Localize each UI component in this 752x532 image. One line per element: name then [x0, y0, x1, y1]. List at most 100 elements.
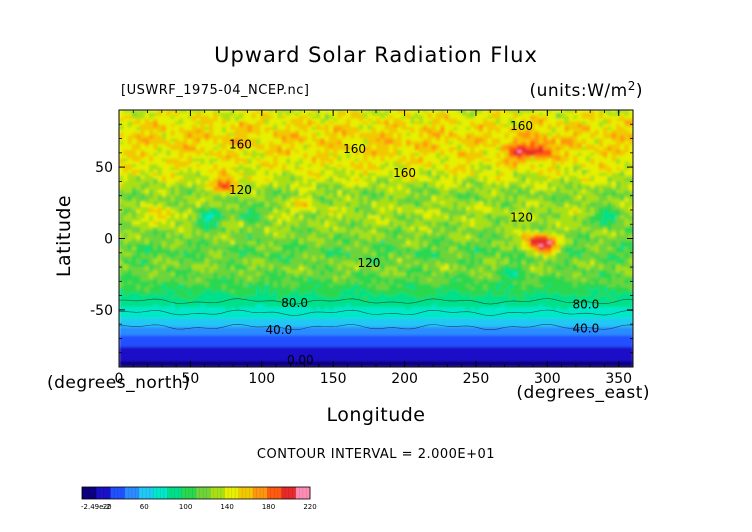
heatmap-cell: [307, 121, 313, 125]
heatmap-cell: [354, 141, 360, 145]
heatmap-cell: [495, 118, 501, 123]
heatmap-cell: [388, 215, 394, 220]
heatmap-cell: [281, 175, 287, 180]
heatmap-cell: [405, 169, 411, 174]
heatmap-cell: [260, 201, 266, 205]
heatmap-cell: [410, 132, 416, 137]
heatmap-cell: [603, 115, 608, 120]
heatmap-cell: [243, 129, 249, 134]
heatmap-cell: [178, 195, 184, 200]
heatmap-cell: [543, 158, 548, 162]
heatmap-cell: [581, 129, 587, 134]
heatmap-cell: [247, 175, 253, 180]
heatmap-cell: [543, 178, 548, 182]
heatmap-cell: [204, 129, 210, 134]
heatmap-cell: [414, 161, 420, 165]
heatmap-cell: [307, 167, 313, 171]
heatmap-cell: [551, 138, 557, 143]
heatmap-cell: [157, 198, 163, 202]
heatmap-cell: [393, 147, 399, 151]
heatmap-cell: [585, 209, 591, 214]
heatmap-cell: [547, 204, 553, 208]
heatmap-cell: [487, 124, 493, 128]
heatmap-cell: [590, 207, 596, 211]
heatmap-cell: [620, 215, 626, 220]
heatmap-cell: [251, 124, 257, 128]
heatmap-cell: [457, 135, 463, 140]
heatmap-cell: [341, 178, 347, 182]
heatmap-cell: [153, 164, 159, 168]
heatmap-cell: [581, 115, 587, 120]
heatmap-cell: [585, 135, 591, 140]
heatmap-cell: [183, 158, 189, 162]
heatmap-cell: [200, 201, 206, 205]
heatmap-cell: [316, 110, 321, 114]
heatmap-cell: [226, 158, 231, 162]
heatmap-cell: [226, 149, 231, 154]
heatmap-cell: [230, 132, 236, 137]
heatmap-cell: [491, 155, 497, 160]
heatmap-cell: [581, 112, 587, 117]
heatmap-cell: [358, 195, 364, 200]
heatmap-cell: [260, 209, 266, 214]
heatmap-cell: [161, 178, 167, 182]
heatmap-cell: [551, 169, 557, 174]
heatmap-cell: [590, 209, 596, 214]
heatmap-cell: [461, 218, 467, 222]
heatmap-cell: [234, 124, 240, 128]
heatmap-cell: [560, 152, 566, 157]
heatmap-cell: [534, 209, 540, 214]
heatmap-cell: [530, 172, 536, 177]
heatmap-cell: [560, 198, 566, 202]
heatmap-cell: [363, 121, 369, 125]
heatmap-cell: [273, 127, 279, 131]
heatmap-cell: [286, 187, 291, 191]
heatmap-cell: [423, 218, 428, 222]
heatmap-cell: [127, 152, 133, 157]
heatmap-cell: [598, 181, 604, 185]
heatmap-cell: [410, 195, 416, 200]
heatmap-cell: [568, 110, 574, 114]
heatmap-cell: [277, 118, 283, 123]
heatmap-cell: [401, 181, 407, 185]
heatmap-cell: [568, 178, 574, 182]
heatmap-cell: [354, 155, 360, 160]
heatmap-cell: [397, 181, 403, 185]
heatmap-cell: [191, 115, 197, 120]
heatmap-cell: [414, 201, 420, 205]
heatmap-cell: [388, 124, 394, 128]
heatmap-cell: [521, 124, 527, 128]
heatmap-cell: [538, 138, 544, 143]
heatmap-cell: [547, 149, 553, 154]
heatmap-cell: [504, 192, 510, 197]
heatmap-cell: [517, 164, 523, 168]
heatmap-cell: [148, 129, 154, 134]
heatmap-cell: [573, 115, 578, 120]
heatmap-cell: [144, 172, 150, 177]
heatmap-cell: [461, 118, 467, 123]
heatmap-cell: [607, 189, 613, 194]
heatmap-cell: [585, 201, 591, 205]
heatmap-cell: [213, 207, 219, 211]
heatmap-cell: [238, 135, 244, 140]
heatmap-cell: [598, 204, 604, 208]
heatmap-cell: [166, 181, 171, 185]
heatmap-cell: [191, 164, 197, 168]
heatmap-cell: [393, 218, 399, 222]
heatmap-cell: [551, 164, 557, 168]
heatmap-cell: [161, 127, 167, 131]
heatmap-cell: [444, 135, 450, 140]
heatmap-cell: [521, 138, 527, 143]
heatmap-cell: [483, 155, 488, 160]
heatmap-cell: [123, 141, 129, 145]
heatmap-cell: [178, 158, 184, 162]
heatmap-cell: [256, 132, 261, 137]
heatmap-cell: [123, 118, 129, 123]
heatmap-cell: [444, 172, 450, 177]
heatmap-cell: [264, 209, 270, 214]
heatmap-cell: [414, 155, 420, 160]
heatmap-cell: [119, 129, 124, 134]
heatmap-cell: [264, 187, 270, 191]
heatmap-cell: [324, 189, 330, 194]
heatmap-cell: [405, 164, 411, 168]
